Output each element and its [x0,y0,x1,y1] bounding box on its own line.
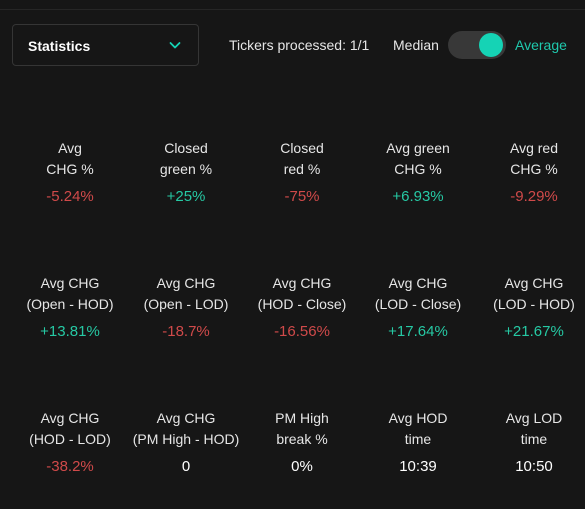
stat-avg-green-chg: Avg green CHG % +6.93% [360,138,476,207]
stat-value: -9.29% [510,188,558,205]
stat-hod-lod: Avg CHG (HOD - LOD) -38.2% [12,408,128,477]
stat-avg-red-chg: Avg red CHG % -9.29% [476,138,585,207]
stat-closed-red: Closed red % -75% [244,138,360,207]
toggle-label-median[interactable]: Median [393,37,439,53]
tickers-processed-status: Tickers processed: 1/1 [229,37,370,53]
stat-value: 0 [181,458,191,475]
stat-label: Closed red % [280,140,324,177]
stat-pm-high-break: PM High break % 0% [244,408,360,477]
stat-label: Avg green CHG % [386,140,450,177]
chevron-down-icon [169,42,181,49]
stat-label: Avg CHG (Open - LOD) [143,275,229,312]
stat-label: Avg HOD time [388,410,448,447]
stat-value: +17.64% [388,323,448,340]
stat-label: Avg CHG (HOD - LOD) [29,410,111,447]
stat-avg-hod-time: Avg HOD time 10:39 [360,408,476,477]
toggle-knob [479,33,503,57]
stat-open-lod: Avg CHG (Open - LOD) -18.7% [128,273,244,342]
stat-label: Avg CHG (PM High - HOD) [132,410,240,447]
stat-label: Avg CHG (Open - HOD) [26,275,114,312]
stat-value: -38.2% [46,458,94,475]
stat-value: +25% [166,188,206,205]
stat-avg-chg: Avg CHG % -5.24% [12,138,128,207]
stat-value: -75% [284,188,320,205]
stat-label: Avg CHG % [46,140,94,177]
stat-label: Avg red CHG % [510,140,558,177]
stat-value: 10:39 [399,458,437,475]
view-select-dropdown[interactable]: Statistics [12,24,199,66]
stat-value: +13.81% [40,323,100,340]
stat-hod-close: Avg CHG (HOD - Close) -16.56% [244,273,360,342]
stat-avg-lod-time: Avg LOD time 10:50 [476,408,585,477]
stat-label: Avg LOD time [505,410,563,447]
stat-label: Avg CHG (LOD - HOD) [493,275,575,312]
stat-value: -18.7% [162,323,210,340]
stat-label: Closed green % [159,140,213,177]
stat-label: Avg CHG (HOD - Close) [257,275,347,312]
stat-closed-green: Closed green % +25% [128,138,244,207]
view-select-value: Statistics [28,38,91,54]
stat-value: -16.56% [274,323,330,340]
stat-value: 10:50 [515,458,553,475]
median-average-toggle[interactable] [448,31,506,59]
stat-label: PM High break % [275,410,329,447]
stat-open-hod: Avg CHG (Open - HOD) +13.81% [12,273,128,342]
stat-lod-close: Avg CHG (LOD - Close) +17.64% [360,273,476,342]
stat-value: 0% [291,458,313,475]
toolbar: Statistics Tickers processed: 1/1 Median… [0,0,585,90]
top-divider [0,9,585,10]
stat-label: Avg CHG (LOD - Close) [374,275,462,312]
stat-value: +6.93% [392,188,444,205]
toggle-label-average[interactable]: Average [515,37,567,53]
stat-pm-high-hod: Avg CHG (PM High - HOD) 0 [128,408,244,477]
stat-value: +21.67% [504,323,564,340]
stat-lod-hod: Avg CHG (LOD - HOD) +21.67% [476,273,585,342]
stat-value: -5.24% [46,188,94,205]
